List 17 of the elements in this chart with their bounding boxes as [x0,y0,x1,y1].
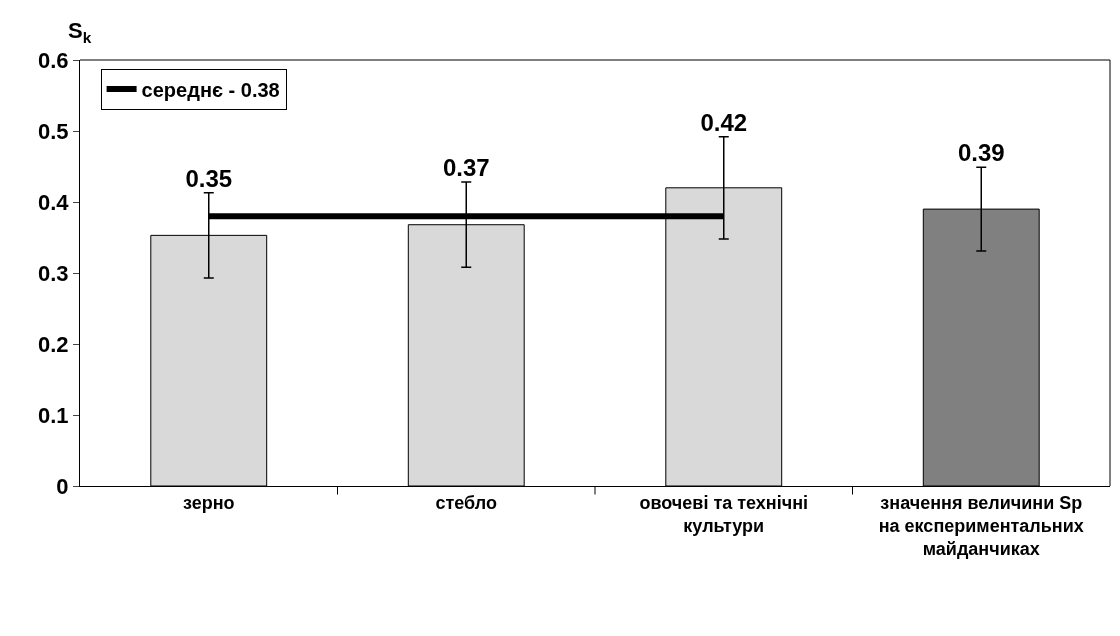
y-tick-label: 0.4 [38,189,70,215]
y-tick-label: 0.1 [38,402,69,428]
x-tick-label: овочеві та технічні культури [639,492,809,536]
y-tick-label: 0.5 [38,118,69,144]
data-label: 0.35 [185,164,233,192]
legend-label: середнє - 0.38 [141,78,280,101]
y-axis-title: S$_{k}$ [68,18,92,46]
x-tick-label: стебло [435,492,497,513]
y-tick-label: 0 [56,473,69,499]
x-tick-label: зерно [182,492,235,513]
y-tick-label: 0.6 [38,47,69,73]
data-label: 0.42 [700,108,748,136]
y-tick-label: 0.2 [38,331,69,357]
x-tick-label: значення величини Sp на експериментальних майданчиках [878,492,1084,560]
data-label: 0.39 [957,139,1005,167]
y-tick-label: 0.3 [38,260,69,286]
data-label: 0.37 [442,154,490,182]
